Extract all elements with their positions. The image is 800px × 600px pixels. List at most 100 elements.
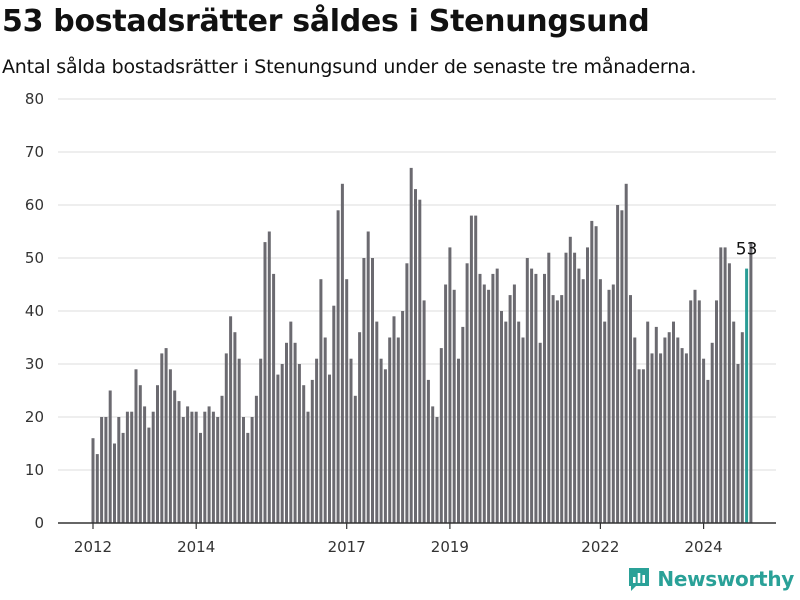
bar (478, 273, 482, 523)
bar (164, 348, 168, 523)
bar (465, 263, 469, 523)
bar (461, 326, 465, 523)
bar (143, 406, 147, 523)
x-tick-label: 2017 (328, 538, 366, 556)
bar (224, 353, 228, 523)
bar (564, 252, 568, 523)
bar (641, 369, 645, 523)
bar (315, 358, 319, 523)
bar (659, 353, 663, 523)
bar (396, 337, 400, 523)
bar (629, 295, 632, 523)
bar (151, 411, 155, 523)
bar (702, 358, 706, 523)
bar (508, 295, 512, 523)
bar (452, 289, 456, 523)
bar (190, 411, 194, 523)
bar (375, 321, 379, 523)
bar (487, 289, 491, 523)
bar (646, 321, 650, 523)
bar (306, 411, 310, 523)
bar (272, 273, 276, 523)
x-tick-label: 2019 (431, 538, 469, 556)
bar (534, 273, 538, 523)
bar (598, 279, 602, 523)
x-tick-label: 2022 (581, 538, 619, 556)
bar (125, 411, 129, 523)
bar (405, 263, 409, 523)
bar (693, 289, 697, 523)
highlight-value-label: 53 (736, 240, 758, 260)
bar (349, 358, 353, 523)
bar (392, 316, 396, 523)
bars (91, 167, 753, 524)
bar (689, 300, 693, 523)
brand-name: Newsworthy (657, 567, 794, 591)
bar (495, 268, 499, 523)
bar (568, 236, 572, 524)
bar (246, 432, 250, 523)
bar (229, 316, 233, 523)
bar (186, 406, 190, 523)
bar (560, 295, 564, 523)
bar (504, 321, 508, 523)
y-tick-label: 40 (25, 302, 44, 320)
bar (95, 454, 99, 523)
bar (371, 258, 374, 523)
bar (302, 385, 306, 523)
bar (388, 337, 392, 523)
bar (555, 300, 559, 523)
bar (113, 443, 116, 523)
y-tick-label: 50 (25, 249, 44, 267)
y-tick-label: 20 (25, 408, 44, 426)
bar (358, 332, 362, 523)
bar (328, 374, 331, 523)
bar (723, 247, 727, 523)
bar (426, 379, 430, 523)
bar (435, 417, 439, 523)
bar (543, 273, 546, 523)
bar (672, 321, 675, 523)
page-title: 53 bostadsrätter såldes i Stenungsund (2, 4, 650, 39)
bar (667, 332, 671, 523)
bar (263, 242, 267, 523)
y-tick-label: 70 (25, 143, 44, 161)
bar (203, 411, 207, 523)
newsworthy-logo-icon (629, 568, 650, 591)
bar (130, 411, 134, 523)
bar (401, 311, 405, 523)
bar (409, 167, 413, 523)
bar (482, 284, 486, 523)
bar (91, 438, 95, 523)
bar (220, 395, 224, 523)
bar (474, 215, 478, 523)
bar (194, 411, 198, 523)
bar (637, 369, 641, 523)
x-tick-label: 2024 (685, 538, 723, 556)
bar (538, 342, 542, 523)
bar (603, 321, 607, 523)
x-axis-ticks: 2012 2014 2017 2019 2022 2024 (74, 523, 723, 556)
bar (573, 252, 577, 523)
bar (732, 321, 736, 523)
bar (117, 417, 121, 523)
bar (676, 337, 680, 523)
bar (211, 411, 215, 523)
bar (469, 215, 473, 523)
bar (254, 395, 258, 523)
bar (444, 284, 448, 523)
bar (138, 385, 142, 523)
bar (345, 279, 349, 523)
bar (521, 337, 525, 523)
bar (336, 210, 340, 524)
bar (611, 284, 615, 523)
bar (216, 417, 220, 523)
bar (319, 279, 323, 523)
bar (168, 369, 172, 523)
bar (680, 348, 684, 523)
bar (267, 231, 271, 523)
bar (706, 379, 710, 523)
bar (173, 390, 177, 523)
bar (418, 199, 422, 523)
bar (100, 417, 104, 523)
